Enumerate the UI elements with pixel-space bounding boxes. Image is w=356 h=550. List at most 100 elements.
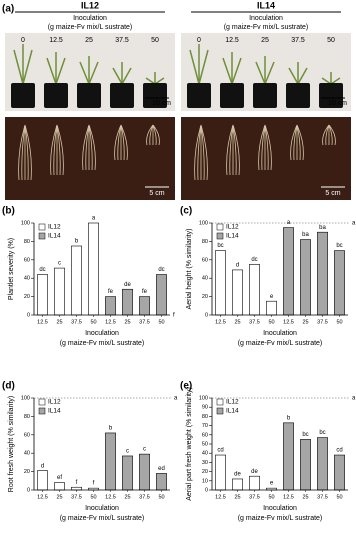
x-tick-label: 37.5 xyxy=(139,494,150,500)
root xyxy=(197,124,202,181)
x-tick-label: 12.5 xyxy=(215,494,226,500)
pot xyxy=(319,83,343,108)
x-tick-label: 25 xyxy=(124,494,130,500)
bar xyxy=(334,454,345,491)
significance-letter: dc xyxy=(158,267,164,273)
root xyxy=(18,124,26,181)
y-tick-label: 70 xyxy=(202,423,208,429)
bar xyxy=(232,478,243,491)
reference-label: a xyxy=(352,396,356,402)
root xyxy=(120,124,125,161)
leaf xyxy=(13,49,24,85)
y-tick-label: 0 xyxy=(205,487,208,493)
legend-label: IL12 xyxy=(226,399,239,406)
significance-letter: b xyxy=(109,426,113,432)
root xyxy=(50,124,58,176)
significance-letter: fe xyxy=(142,289,148,295)
root xyxy=(117,124,122,161)
bar xyxy=(122,455,133,491)
y-tick-label: 40 xyxy=(202,276,208,282)
root xyxy=(56,124,61,176)
root xyxy=(56,124,64,176)
y-axis-label: Aerial part fresh weight (% similarity) xyxy=(186,387,193,501)
y-tick-label: 60 xyxy=(24,257,30,263)
leaf xyxy=(121,67,132,85)
y-tick-label: 0 xyxy=(27,487,30,493)
pot xyxy=(253,83,277,108)
significance-letter: ba xyxy=(302,232,309,238)
legend-label: IL14 xyxy=(48,408,61,415)
pot xyxy=(187,83,211,108)
bar xyxy=(88,222,99,316)
bar xyxy=(71,486,82,491)
significance-letter: b xyxy=(75,239,79,245)
axes xyxy=(211,398,348,491)
leaf xyxy=(231,57,242,85)
panel-label: (a) xyxy=(2,4,14,15)
x-tick-label: 50 xyxy=(90,319,96,325)
x-axis-label: Inoculation xyxy=(263,505,297,512)
legend-swatch xyxy=(216,223,224,231)
pot xyxy=(77,83,101,108)
x-axis-label: Inoculation xyxy=(85,330,119,337)
bar xyxy=(105,296,116,316)
root xyxy=(53,124,58,176)
bar xyxy=(105,432,116,491)
leaf xyxy=(112,67,123,85)
pot xyxy=(44,83,68,108)
y-tick-label: 30 xyxy=(202,460,208,466)
leaf xyxy=(264,61,275,85)
bar xyxy=(317,437,328,491)
root xyxy=(88,124,93,171)
x-axis-sublabel: (g maize-Fv mix/L sustrate) xyxy=(238,515,323,522)
leaf xyxy=(222,57,233,85)
x-axis-sublabel: (g maize-Fv mix/L sustrate) xyxy=(60,340,145,347)
pot xyxy=(11,83,35,108)
significance-letter: a xyxy=(287,220,291,226)
significance-letter: e xyxy=(270,481,274,487)
y-tick-label: 100 xyxy=(199,220,208,226)
x-tick-label: 50 xyxy=(90,494,96,500)
leaf xyxy=(46,57,57,85)
significance-letter: bc xyxy=(217,243,223,249)
root xyxy=(120,124,128,161)
x-tick-label: 37.5 xyxy=(249,494,260,500)
leaf xyxy=(79,61,90,85)
panel-label: (d) xyxy=(2,381,15,392)
significance-letter: dc xyxy=(251,257,257,263)
bar xyxy=(139,453,150,491)
x-tick-label: 50 xyxy=(336,319,342,325)
bar xyxy=(300,439,311,491)
root xyxy=(264,124,269,171)
leaf xyxy=(55,57,66,85)
bar xyxy=(266,300,277,316)
legend-label: IL14 xyxy=(226,233,239,240)
legend-swatch xyxy=(38,223,46,231)
root xyxy=(290,124,298,161)
bar xyxy=(37,470,48,491)
x-tick-label: 12.5 xyxy=(215,319,226,325)
y-axis-label: Root fresh weight (% similarity) xyxy=(8,396,15,492)
significance-letter: b xyxy=(287,415,291,421)
x-tick-label: 25 xyxy=(56,494,62,500)
x-axis-label: Inoculation xyxy=(85,505,119,512)
root xyxy=(200,124,205,181)
y-tick-label: 80 xyxy=(202,239,208,245)
bar xyxy=(54,267,65,316)
legend-label: IL12 xyxy=(226,224,239,231)
x-axis-sublabel: (g maize-Fv mix/L sustrate) xyxy=(60,515,145,522)
dose: 37.5 xyxy=(115,37,129,44)
bar xyxy=(300,239,311,316)
reference-label: a xyxy=(352,221,356,227)
x-tick-label: 12.5 xyxy=(105,494,116,500)
legend-swatch xyxy=(216,398,224,406)
bar xyxy=(232,269,243,316)
unit: (g maize-Fv mix/L sustrate) xyxy=(48,24,133,31)
axes xyxy=(211,223,348,316)
bar xyxy=(215,250,226,316)
bar xyxy=(71,245,82,316)
root xyxy=(226,124,234,176)
significance-letter: e xyxy=(270,294,274,300)
bar xyxy=(283,422,294,491)
y-tick-label: 80 xyxy=(24,239,30,245)
